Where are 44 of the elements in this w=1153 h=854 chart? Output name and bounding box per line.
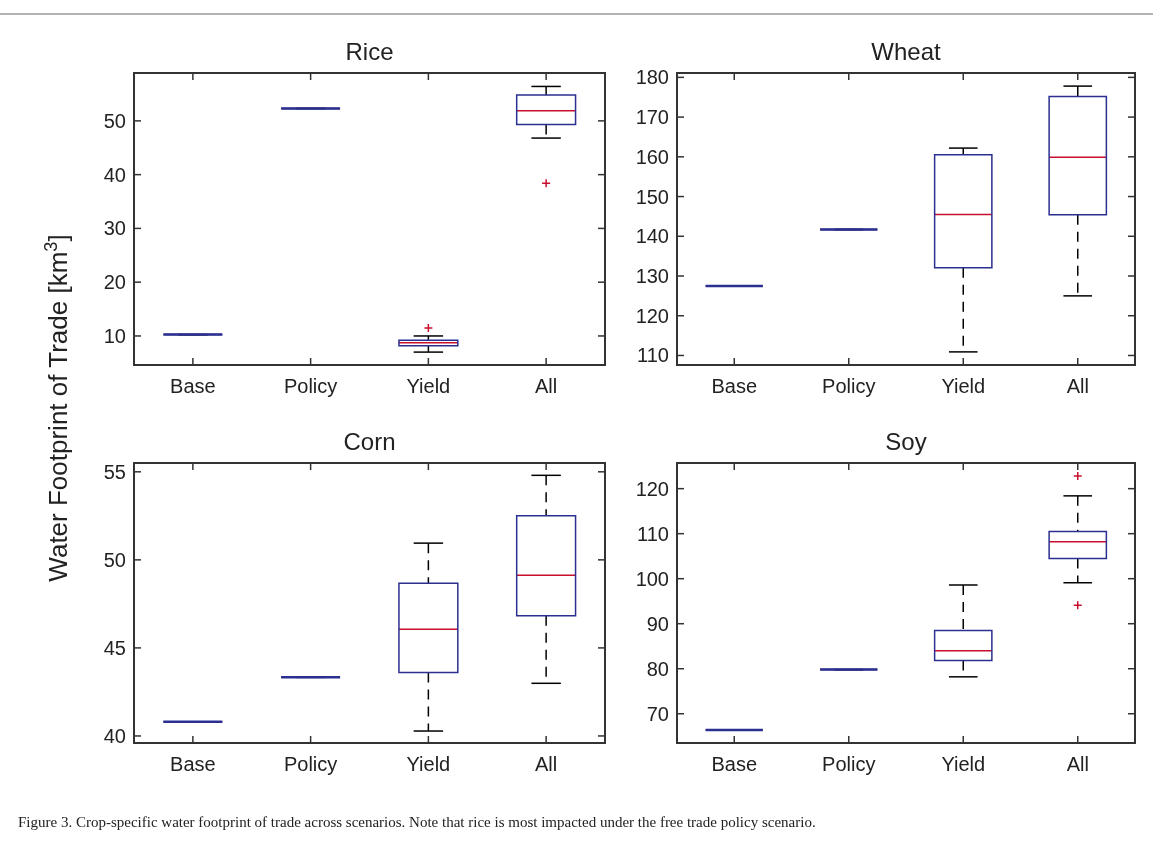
y-tick-label: 120 [635, 304, 669, 327]
y-tick-label: 50 [103, 109, 126, 132]
x-tick-label: All [1066, 753, 1089, 775]
y-tick-label: 45 [103, 636, 126, 659]
x-tick-label: Base [170, 753, 216, 775]
x-tick-label: Policy [283, 753, 338, 775]
y-tick-label: 130 [635, 265, 669, 288]
chart-title: Rice [345, 38, 394, 65]
y-tick-label: 70 [646, 702, 669, 725]
chart-title: Wheat [871, 38, 942, 65]
x-tick-label: Base [711, 375, 758, 397]
y-tick-label: 50 [103, 548, 126, 571]
x-tick-label: Yield [941, 375, 986, 397]
y-tick-label: 90 [646, 612, 669, 635]
x-tick-label: Policy [283, 375, 338, 397]
y-tick-label: 110 [637, 522, 669, 545]
chart-title: Soy [885, 428, 927, 455]
y-tick-label: 80 [646, 657, 669, 680]
y-tick-label: 140 [635, 225, 669, 248]
y-tick-label: 110 [637, 344, 669, 367]
y-tick-label: 180 [635, 66, 669, 89]
y-tick-label: 10 [103, 324, 126, 347]
y-tick-label: 40 [103, 724, 126, 747]
y-tick-label: 30 [103, 217, 126, 240]
x-tick-label: Base [170, 375, 216, 397]
x-tick-label: All [1066, 375, 1089, 397]
y-tick-label: 150 [635, 185, 669, 208]
y-tick-label: 40 [103, 163, 126, 186]
chart-title: Corn [343, 428, 396, 455]
caption: Figure 3. Crop-specific water footprint of trade across scenarios. Note that rice is most impacted under the free trade policy scenario. [18, 814, 816, 830]
x-tick-label: Yield [406, 375, 451, 397]
x-tick-label: All [535, 375, 558, 397]
x-tick-label: All [535, 753, 558, 775]
x-tick-label: Yield [406, 753, 451, 775]
y-tick-label: 55 [103, 460, 126, 483]
x-tick-label: Policy [822, 375, 876, 397]
y-tick-label: 100 [635, 567, 669, 590]
x-tick-label: Policy [822, 753, 876, 775]
y-tick-label: 170 [635, 106, 669, 129]
y-tick-label: 20 [103, 271, 126, 294]
y-tick-label: 120 [635, 477, 669, 500]
x-tick-label: Yield [941, 753, 986, 775]
y-tick-label: 160 [635, 145, 669, 168]
x-tick-label: Base [711, 753, 758, 775]
